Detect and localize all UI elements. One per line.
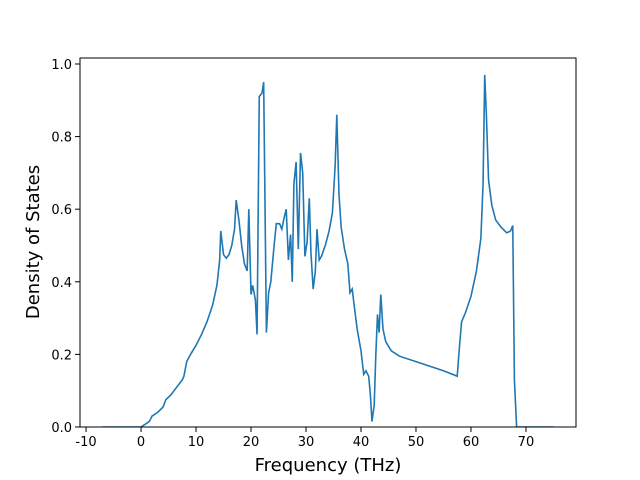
y-tick-label: 0.0 [51, 421, 72, 436]
x-tick-label: 50 [408, 435, 425, 450]
y-tick-label: 0.2 [51, 348, 72, 363]
plot-frame [79, 57, 577, 428]
x-tick-label: 70 [518, 435, 535, 450]
x-tick-label: -10 [75, 435, 96, 450]
x-tick-label: 30 [298, 435, 315, 450]
x-axis-label: Frequency (THz) [255, 455, 402, 476]
y-tick-label: 0.6 [51, 203, 72, 218]
x-tick-label: 10 [188, 435, 205, 450]
y-tick-label: 1.0 [51, 58, 72, 73]
x-tick-label: 60 [463, 435, 480, 450]
x-tick-label: 40 [353, 435, 370, 450]
x-tick-label: 0 [137, 435, 145, 450]
line [102, 74, 554, 427]
y-tick-label: 0.8 [51, 131, 72, 146]
x-tick-label: 20 [243, 435, 260, 450]
y-tick-label: 0.4 [51, 276, 72, 291]
y-axis-label: Density of States [23, 165, 44, 319]
